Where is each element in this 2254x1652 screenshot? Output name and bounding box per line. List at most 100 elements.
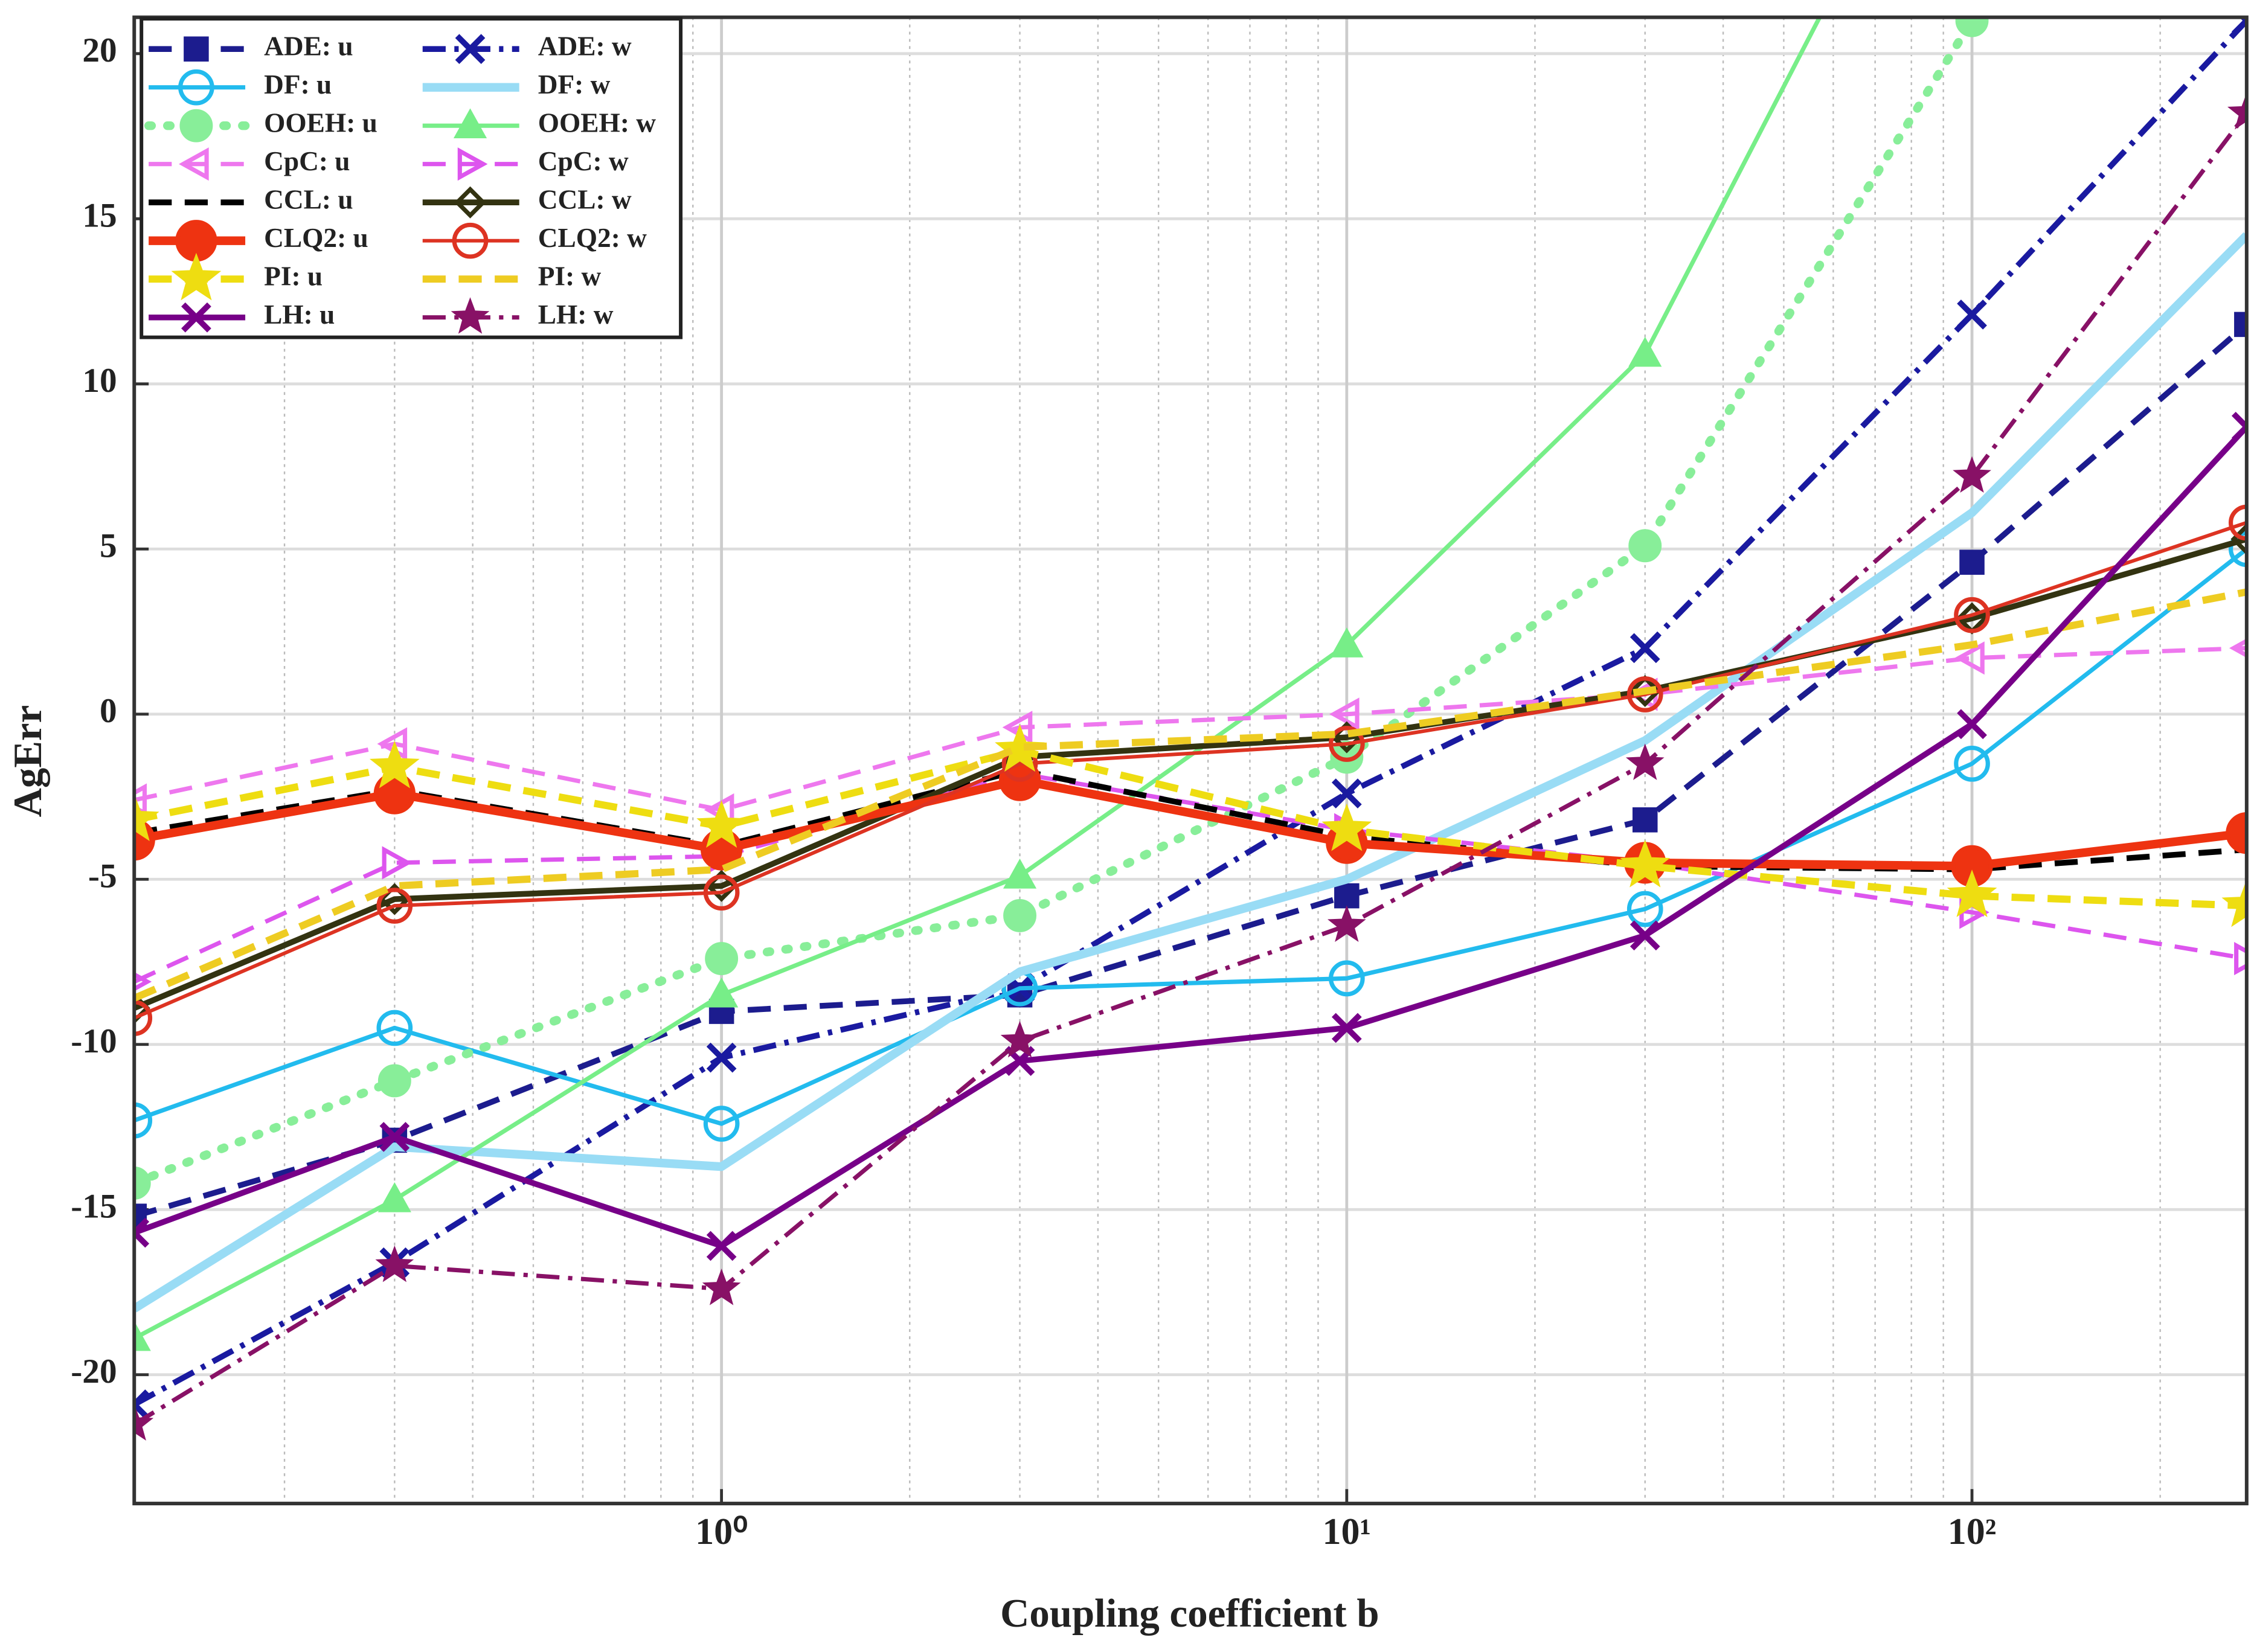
series-line <box>134 424 2247 1249</box>
marker <box>1331 778 1362 808</box>
legend-label: DF: u <box>264 69 332 100</box>
marker <box>1632 807 1658 833</box>
marker <box>376 1010 413 1046</box>
legend-label: OOEH: u <box>264 108 377 138</box>
marker <box>1328 960 1365 997</box>
legend-box <box>140 17 683 339</box>
marker <box>705 942 739 976</box>
marker <box>181 302 211 333</box>
marker <box>1000 1020 1039 1058</box>
marker <box>1321 803 1372 851</box>
marker <box>1003 899 1037 932</box>
legend-label: DF: w <box>538 69 611 100</box>
plot-area <box>134 17 2247 1441</box>
marker <box>1957 709 1987 740</box>
marker <box>134 1102 153 1139</box>
y-tick-label: -5 <box>88 857 117 895</box>
series-line <box>134 771 2247 984</box>
marker <box>2234 312 2247 338</box>
marker <box>702 1269 741 1305</box>
marker <box>1954 641 1985 675</box>
marker <box>706 1231 737 1261</box>
marker <box>134 1167 151 1200</box>
x-tick-label: 10¹ <box>1322 1511 1371 1552</box>
series-line <box>134 232 2247 1313</box>
series-line <box>134 18 2247 1407</box>
marker <box>1626 891 1663 927</box>
y-tick-label: -15 <box>71 1187 117 1225</box>
legend-label: CCL: u <box>264 185 353 215</box>
legend-label: LH: w <box>538 299 614 330</box>
marker <box>369 740 420 789</box>
legend-label: CCL: w <box>538 185 632 215</box>
marker <box>2231 412 2247 442</box>
series-line <box>134 547 2247 1126</box>
legend-label: CLQ2: u <box>264 223 368 253</box>
marker <box>457 147 488 181</box>
marker <box>179 147 209 181</box>
marker <box>1003 858 1037 889</box>
marker <box>2229 504 2247 541</box>
marker <box>1955 17 1989 37</box>
marker <box>1620 839 1671 888</box>
plot-frame <box>132 15 2249 1506</box>
series-line <box>134 520 2247 1020</box>
marker <box>377 1064 411 1098</box>
marker <box>696 800 747 848</box>
marker <box>1329 697 1360 731</box>
marker <box>1954 597 1990 633</box>
marker <box>1328 726 1365 762</box>
marker <box>379 1122 410 1152</box>
marker <box>1957 299 1987 330</box>
marker <box>1629 920 1660 951</box>
legend-label: LH: u <box>264 299 335 330</box>
marker <box>134 1000 153 1036</box>
series-line <box>134 588 2247 1002</box>
marker <box>995 724 1045 772</box>
marker <box>134 1217 150 1248</box>
marker <box>2231 17 2247 36</box>
marker <box>453 108 487 138</box>
legend-label: PI: w <box>538 261 602 292</box>
marker <box>451 297 490 334</box>
marker <box>184 36 209 62</box>
y-tick-label: -10 <box>71 1022 117 1060</box>
legend-label: ADE: u <box>264 31 353 62</box>
marker <box>454 186 487 219</box>
marker <box>703 874 740 911</box>
marker <box>455 34 486 65</box>
marker <box>706 1042 737 1073</box>
y-tick-label: -20 <box>71 1353 117 1391</box>
y-tick-label: 15 <box>82 196 117 234</box>
marker <box>703 1106 740 1142</box>
marker <box>1334 883 1360 909</box>
marker <box>382 846 413 880</box>
marker <box>1628 336 1662 367</box>
series-line <box>134 645 2247 813</box>
marker <box>1628 529 1662 563</box>
x-tick-label: 10⁰ <box>695 1511 748 1552</box>
x-tick-label: 10² <box>1948 1511 1997 1552</box>
series-line <box>134 536 2247 1011</box>
marker <box>1331 1013 1362 1043</box>
marker <box>1327 905 1366 942</box>
marker <box>452 222 489 259</box>
legend-label: OOEH: w <box>538 108 657 138</box>
marker <box>179 109 213 142</box>
marker <box>1626 676 1663 712</box>
marker <box>134 1321 151 1351</box>
marker <box>1959 549 1985 575</box>
series-line <box>134 322 2247 1219</box>
marker <box>377 1182 411 1212</box>
y-tick-label: 0 <box>100 692 117 730</box>
y-tick-label: 10 <box>82 362 117 400</box>
marker <box>2221 879 2247 927</box>
marker <box>134 1404 154 1441</box>
marker <box>2229 531 2247 568</box>
legend: ADE: u ADE: w DF: u DF: w OOEH: u OOEH: w CpC:… <box>140 17 683 339</box>
y-axis-label: AgErr <box>5 705 50 818</box>
marker <box>178 69 214 106</box>
legend-label: CpC: w <box>538 146 629 176</box>
legend-label: PI: u <box>264 261 323 292</box>
legend-label: CLQ2: w <box>538 223 647 253</box>
